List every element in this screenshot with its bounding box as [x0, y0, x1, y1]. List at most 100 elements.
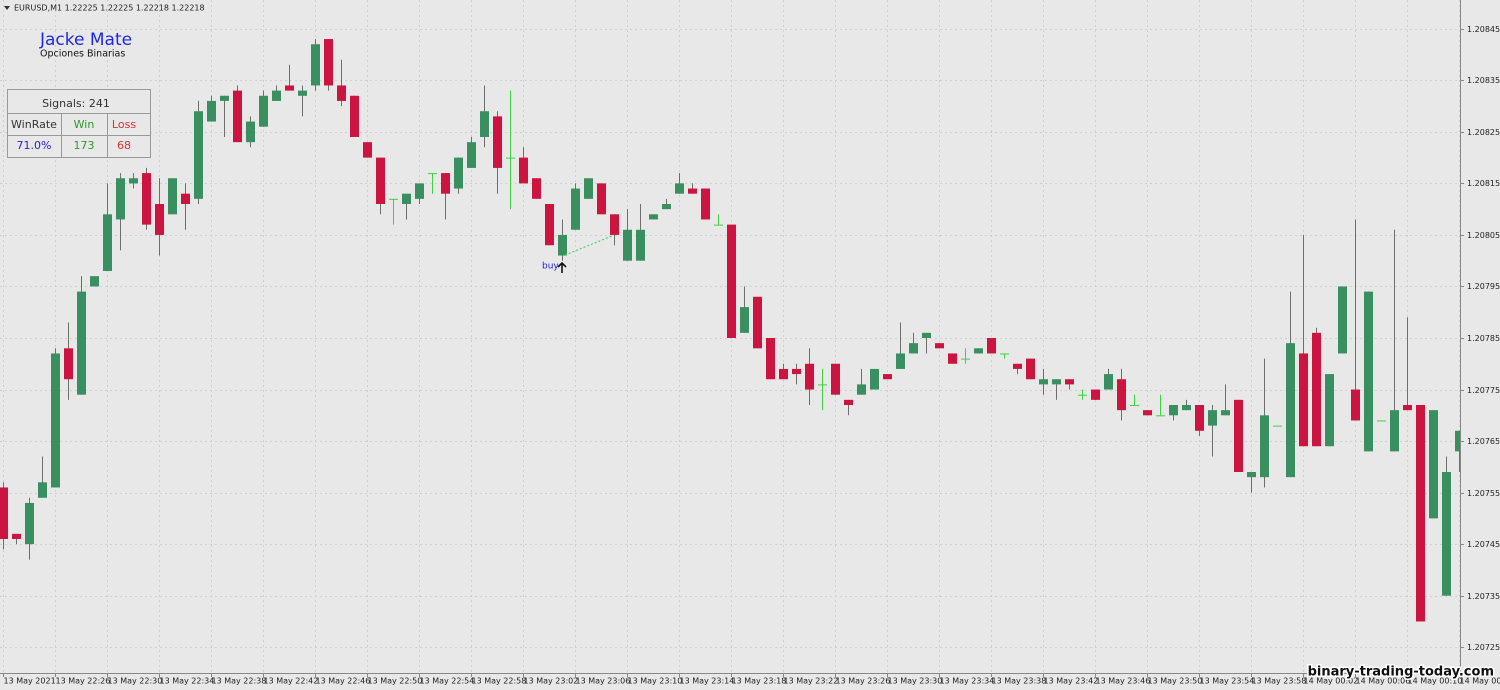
- candle-body: [844, 399, 853, 405]
- x-tick-label: 14 May 00:06: [1356, 677, 1411, 686]
- candle-body: [1013, 363, 1022, 369]
- y-tick-label: 1.20755: [1467, 489, 1500, 498]
- grid: [0, 0, 1460, 673]
- candle-body: [1182, 405, 1191, 411]
- candle-body: [311, 44, 320, 86]
- win-value: 173: [74, 139, 95, 152]
- candle-body: [259, 95, 268, 127]
- x-tick-label: 13 May 23:58: [1252, 677, 1307, 686]
- candle-body: [285, 85, 294, 91]
- candle-body: [51, 353, 60, 488]
- buy-arrow: [557, 261, 567, 273]
- candle-body: [688, 188, 697, 194]
- x-tick-label: 13 May 22:38: [212, 677, 267, 686]
- x-tick-label: 13 May 22:54: [420, 677, 475, 686]
- candle-body: [766, 338, 775, 380]
- candle-body: [896, 353, 905, 369]
- x-tick-label: 13 May 23:22: [784, 677, 839, 686]
- candle-body: [1403, 405, 1412, 411]
- candle-body: [77, 291, 86, 395]
- candle-body: [1247, 472, 1256, 478]
- candle-body: [376, 157, 385, 204]
- candle-body: [727, 224, 736, 338]
- y-tick-label: 1.20845: [1467, 25, 1500, 34]
- candle-body: [857, 384, 866, 395]
- x-tick-label: 13 May 23:42: [1044, 677, 1099, 686]
- candle-body: [883, 374, 892, 380]
- candle-body: [25, 502, 34, 545]
- x-tick-label: 13 May 23:54: [1200, 677, 1255, 686]
- x-tick-label: 13 May 22:26: [56, 677, 111, 686]
- candle-body: [194, 111, 203, 199]
- x-tick-label: 13 May 23:10: [628, 677, 683, 686]
- x-tick-label: 13 May 2021: [4, 677, 56, 686]
- candle-body: [454, 157, 463, 189]
- candle-body: [1143, 410, 1152, 416]
- candle-body: [987, 338, 996, 354]
- candle-body: [675, 183, 684, 194]
- candle-body: [233, 90, 242, 143]
- candle-body: [1039, 379, 1048, 385]
- candle-body: [636, 229, 645, 261]
- candle-body: [974, 348, 983, 354]
- x-tick-label: 13 May 23:18: [732, 677, 787, 686]
- y-tick-label: 1.20795: [1467, 282, 1500, 291]
- candle-body: [246, 121, 255, 143]
- candle-body: [1364, 291, 1373, 452]
- candle-body: [1260, 415, 1269, 478]
- candle-body: [428, 173, 437, 175]
- candle-body: [1065, 379, 1074, 385]
- x-tick-label: 13 May 23:34: [940, 677, 995, 686]
- candle-body: [1104, 374, 1113, 390]
- buy-label: buy: [542, 262, 559, 272]
- y-tick-label: 1.20825: [1467, 128, 1500, 137]
- menu-arrow[interactable]: [4, 6, 10, 10]
- x-tick-label: 13 May 22:34: [160, 677, 215, 686]
- candle-body: [1286, 343, 1295, 478]
- watermark: binary-trading-today.com: [1308, 665, 1494, 680]
- candle-body: [155, 204, 164, 235]
- x-tick-label: 14 May 00:02: [1304, 677, 1359, 686]
- candle-body: [584, 178, 593, 199]
- candle-body: [714, 224, 723, 226]
- y-tick-label: 1.20805: [1467, 231, 1500, 240]
- candle-body: [662, 204, 671, 210]
- candle-body: [116, 178, 125, 220]
- candle-body: [1325, 374, 1334, 447]
- candle-body: [1000, 353, 1009, 355]
- x-tick-label: 13 May 23:46: [1096, 677, 1151, 686]
- y-tick-label: 1.20785: [1467, 334, 1500, 343]
- candle-body: [467, 142, 476, 168]
- signal-line: [564, 235, 613, 256]
- y-tick-label: 1.20725: [1467, 643, 1500, 652]
- candle-body: [545, 204, 554, 246]
- candle-body: [818, 384, 827, 386]
- x-tick-label: 14 May 00:14: [1460, 677, 1500, 686]
- column-header: Win: [74, 118, 95, 131]
- candle-body: [142, 173, 151, 225]
- candle-body: [363, 142, 372, 158]
- candle-body: [389, 198, 398, 200]
- candle-body: [350, 95, 359, 137]
- symbol-header: EURUSD,M1 1.22225 1.22225 1.22218 1.2221…: [14, 4, 205, 13]
- column-header: Loss: [112, 118, 136, 131]
- candle-body: [1221, 410, 1230, 416]
- candle-body: [610, 214, 619, 235]
- candle-body: [64, 348, 73, 380]
- candle-body: [402, 193, 411, 204]
- candle-body: [805, 363, 814, 390]
- y-tick-label: 1.20815: [1467, 179, 1500, 188]
- candle-body: [337, 85, 346, 101]
- candle-body: [1299, 353, 1308, 447]
- candle-body: [0, 487, 8, 539]
- y-tick-label: 1.20835: [1467, 76, 1500, 85]
- candle-body: [701, 188, 710, 220]
- y-tick-label: 1.20775: [1467, 386, 1500, 395]
- candle-body: [506, 157, 515, 159]
- x-tick-label: 13 May 23:30: [888, 677, 943, 686]
- y-tick-label: 1.20765: [1467, 437, 1500, 446]
- candle-body: [1052, 379, 1061, 385]
- candle-body: [519, 157, 528, 184]
- candle-body: [1130, 405, 1139, 406]
- candle-body: [948, 353, 957, 364]
